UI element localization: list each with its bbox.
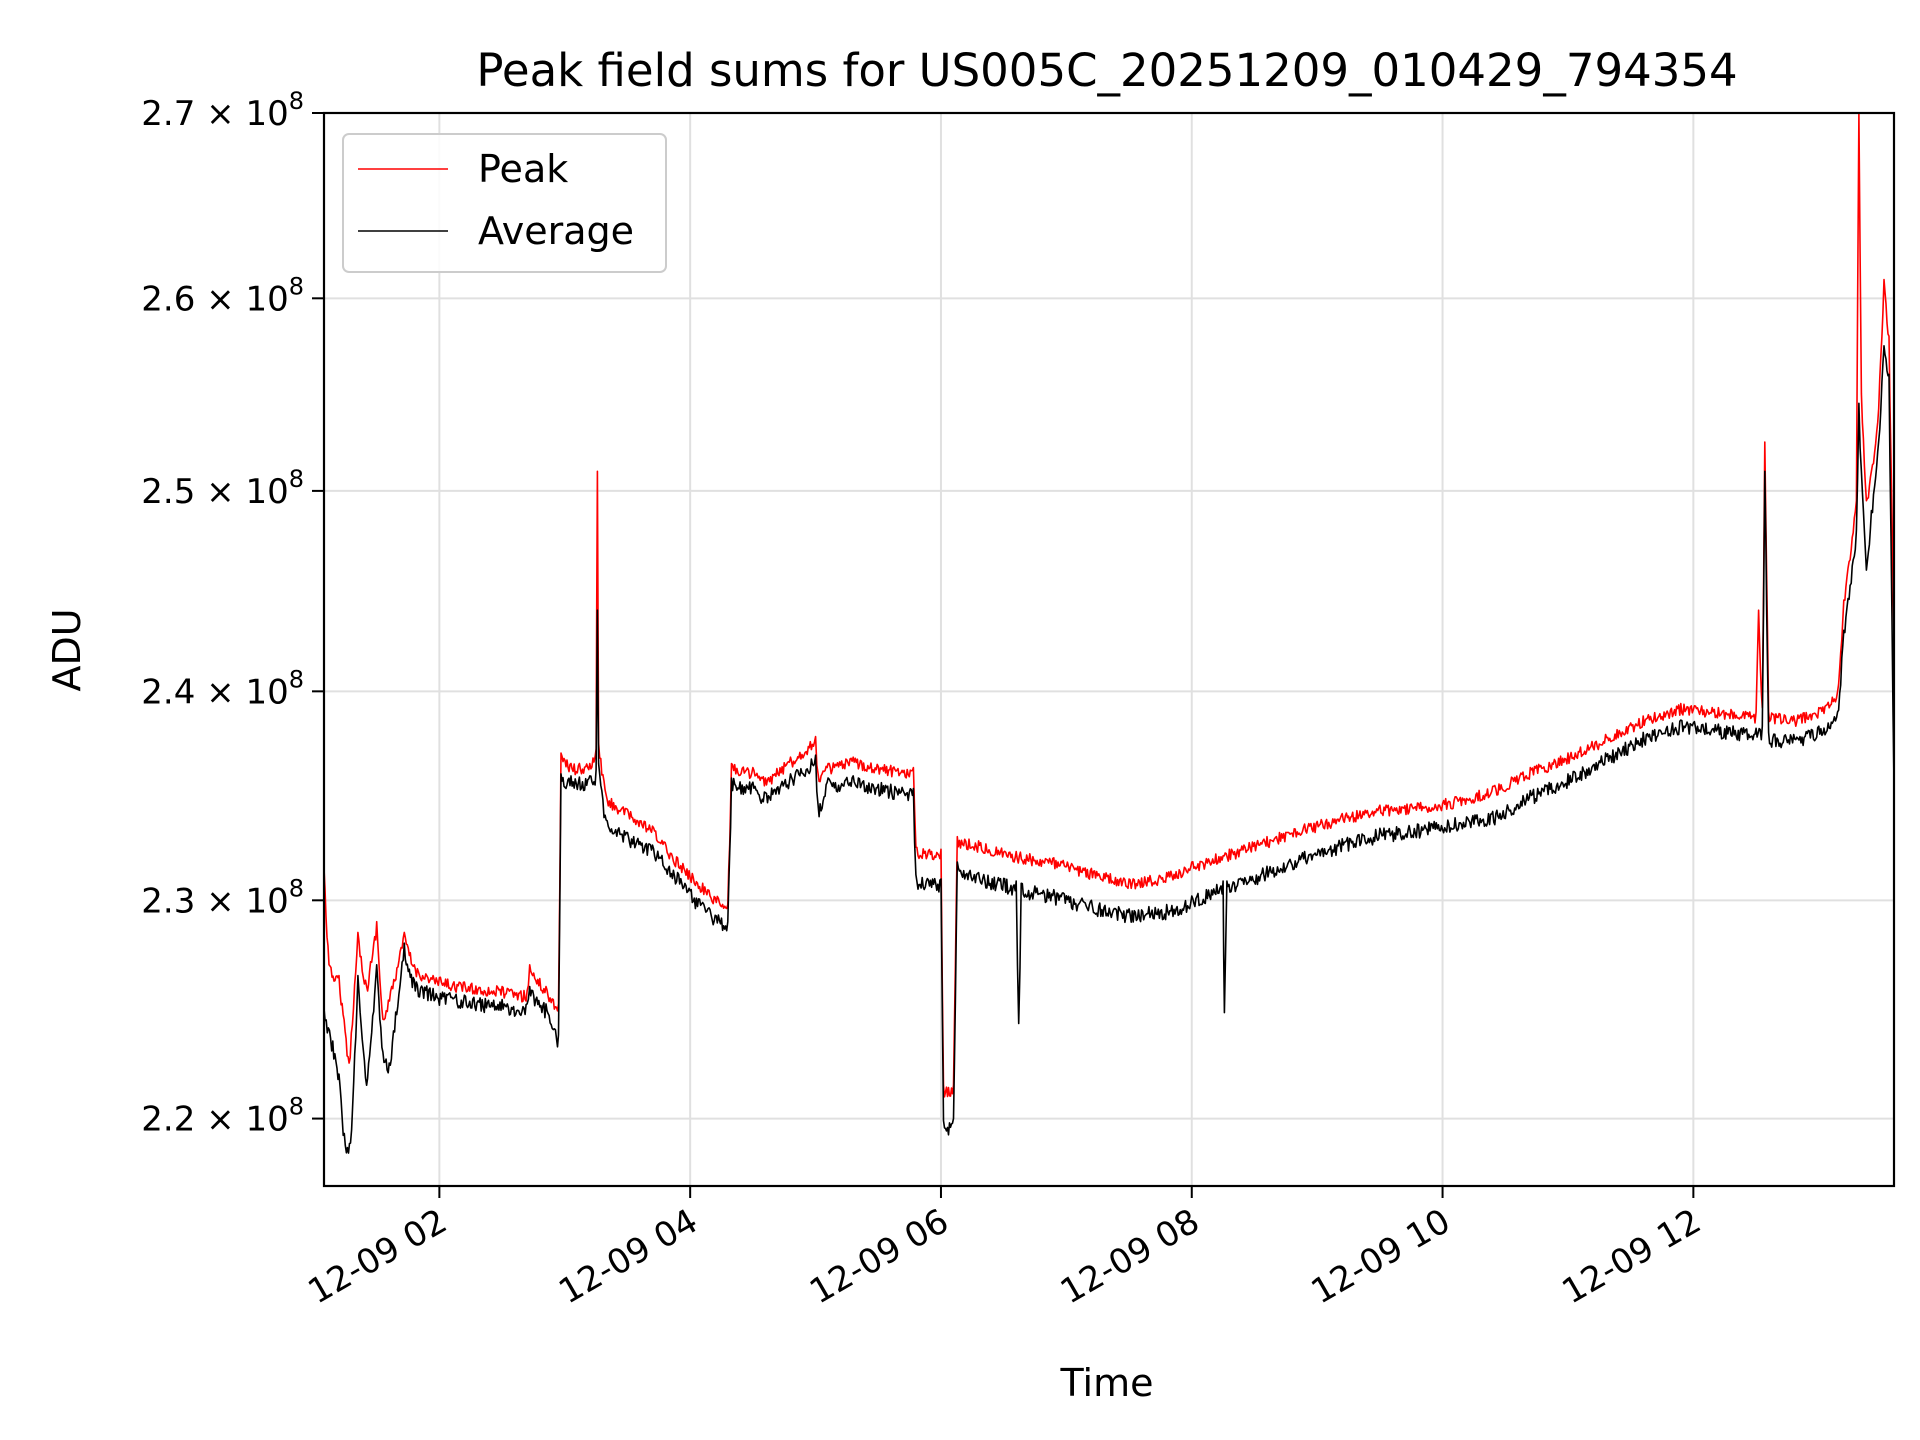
x-tick-label: 12-09 04 <box>552 1201 704 1312</box>
plot-area-frame <box>322 111 1896 1188</box>
y-tick-label: 2.2 × 108 <box>141 1093 304 1140</box>
y-tick-label: 2.7 × 108 <box>141 87 304 134</box>
legend-label-peak: Peak <box>478 147 568 191</box>
x-tick-label: 12-09 06 <box>803 1201 955 1312</box>
chart-title: Peak field sums for US005C_20251209_0104… <box>476 44 1737 97</box>
series-layer <box>324 113 1894 1154</box>
y-tick-label: 2.3 × 108 <box>141 874 304 921</box>
x-axis-label: Time <box>1060 1361 1154 1405</box>
y-tick-label: 2.4 × 108 <box>141 665 304 712</box>
series-line-average <box>324 344 1894 1154</box>
legend: Peak Average <box>342 133 667 273</box>
x-tick-label: 12-09 02 <box>301 1201 453 1312</box>
y-tick-label: 2.6 × 108 <box>141 272 304 319</box>
x-tick-label: 12-09 08 <box>1054 1201 1206 1312</box>
grid <box>324 112 1894 1186</box>
x-tick-label: 12-09 12 <box>1555 1201 1707 1312</box>
legend-label-average: Average <box>478 209 634 253</box>
x-tick-label: 12-09 10 <box>1305 1201 1457 1312</box>
y-axis-label: ADU <box>45 608 89 691</box>
series-line-peak <box>324 113 1894 1098</box>
y-tick-label: 2.5 × 108 <box>141 465 304 512</box>
